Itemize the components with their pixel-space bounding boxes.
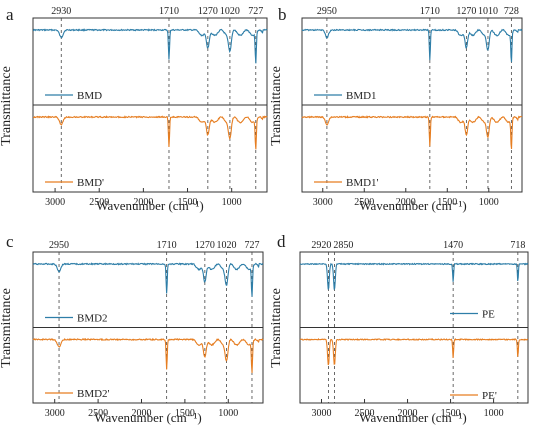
x-tick-label: 3000 (313, 197, 333, 208)
x-tick-label: 2500 (354, 197, 374, 208)
x-tick-label: 3000 (312, 408, 332, 419)
peak-label: 1710 (420, 6, 440, 17)
legend-label: BMD' (77, 177, 104, 189)
panel-label: d (277, 232, 286, 251)
x-tick-label: 1000 (479, 197, 499, 208)
x-tick-label: 2000 (398, 408, 418, 419)
peak-label: 1710 (157, 240, 177, 251)
legend-label: BMD (77, 90, 102, 102)
x-tick-label: 2000 (131, 408, 151, 419)
series-line-bmd2 (32, 262, 264, 297)
panel-label: a (6, 5, 14, 24)
x-tick-label: 1000 (222, 197, 242, 208)
panel-label: b (278, 5, 287, 24)
series-line-bmd (32, 28, 268, 64)
legend-label: PE' (482, 390, 497, 402)
peak-label: 1020 (220, 6, 240, 17)
x-tick-label: 1500 (175, 408, 195, 419)
panel-b: b Transmittance 3000 2500 2000 1500 1000 Wavenu… (269, 5, 523, 213)
series-line-bmd2-prime (32, 337, 264, 373)
panel-label: c (6, 232, 14, 251)
peak-label: 1710 (159, 6, 179, 17)
x-tick-label: 2500 (355, 408, 375, 419)
series-line-bmd-prime (32, 115, 268, 150)
peak-label: 2930 (51, 6, 71, 17)
y-axis-label: Transmittance (269, 66, 284, 146)
x-tick-label: 2500 (88, 408, 108, 419)
x-tick-label: 1000 (484, 408, 504, 419)
x-tick-label: 2000 (133, 197, 153, 208)
y-axis-label: Transmittance (0, 66, 14, 146)
legend-label: PE (482, 309, 495, 321)
x-tick-label: 2000 (396, 197, 416, 208)
series-line-pe (299, 262, 529, 290)
peak-label: 728 (504, 6, 519, 17)
legend-label: BMD1 (346, 90, 377, 102)
peak-label: 1270 (195, 240, 215, 251)
peak-label: 1020 (217, 240, 237, 251)
x-tick-label: 1500 (437, 197, 457, 208)
legend-label: BMD2 (77, 313, 108, 325)
series-line-pe-prime (299, 338, 529, 366)
peak-label: 2950 (317, 6, 337, 17)
panel-c: c Transmittance 3000 2500 2000 1500 1000 Wavenu… (0, 232, 264, 425)
peak-label: 727 (244, 240, 259, 251)
x-tick-label: 1500 (178, 197, 198, 208)
x-tick-label: 1000 (218, 408, 238, 419)
x-axis-label: Wavenumber (cm⁻¹) (359, 410, 467, 425)
series-line-bmd1 (301, 28, 523, 63)
panel-d: d Transmittance 3000 2500 2000 1500 1000 Wavenu… (269, 232, 529, 425)
panel-a: a Transmittance 3000 2500 2000 1500 1000 Wavenu… (0, 5, 268, 213)
x-tick-label: 3000 (45, 408, 65, 419)
peak-label: 727 (248, 6, 263, 17)
peak-label: 1270 (198, 6, 218, 17)
x-axis-label: Wavenumber (cm⁻¹) (94, 410, 202, 425)
series-line-bmd1-prime (301, 115, 523, 149)
x-tick-label: 3000 (45, 197, 65, 208)
peak-label: 2950 (49, 240, 69, 251)
y-axis-label: Transmittance (269, 288, 284, 368)
x-tick-label: 2500 (89, 197, 109, 208)
legend-label: BMD2' (77, 388, 110, 400)
peak-label: 2920 (311, 240, 331, 251)
peak-label: 1470 (443, 240, 463, 251)
x-axis-label: Wavenumber (cm⁻¹) (96, 198, 204, 213)
peak-label: 2850 (333, 240, 353, 251)
x-tick-label: 1500 (441, 408, 461, 419)
x-axis-label: Wavenumber (cm⁻¹) (359, 198, 467, 213)
peak-label: 718 (510, 240, 525, 251)
peak-label: 1010 (478, 6, 498, 17)
legend-label: BMD1' (346, 177, 379, 189)
peak-label: 1270 (456, 6, 476, 17)
y-axis-label: Transmittance (0, 288, 14, 368)
